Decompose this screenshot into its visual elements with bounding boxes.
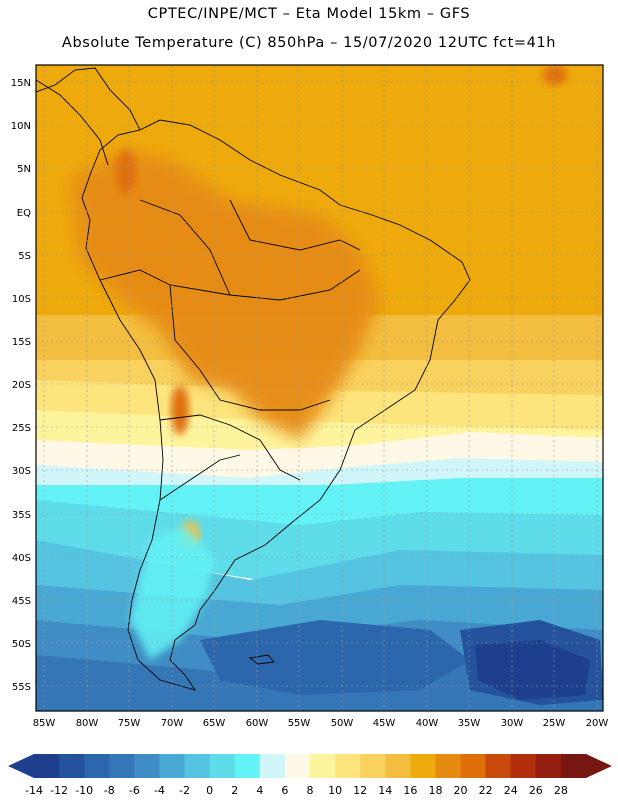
colorbar-label: 28 <box>554 784 568 797</box>
colorbar-swatch <box>234 754 261 778</box>
lat-label: 55S <box>12 682 31 693</box>
colorbar-swatch <box>335 754 361 778</box>
colorbar-swatch <box>209 754 236 778</box>
lat-label: EQ <box>17 208 31 219</box>
lon-label: 80W <box>76 718 99 729</box>
temperature-field <box>36 65 603 711</box>
colorbar-label: 6 <box>281 784 288 797</box>
colorbar-label: 20 <box>454 784 468 797</box>
map-subtitle: Absolute Temperature (C) 850hPa – 15/07/… <box>61 35 557 51</box>
colorbar-swatch <box>159 754 186 778</box>
lat-label: 30S <box>12 466 31 477</box>
colorbar-label: 24 <box>504 784 518 797</box>
lat-label: 20S <box>12 380 31 391</box>
lon-label: 70W <box>161 718 184 729</box>
colorbar-swatch <box>259 754 286 778</box>
colorbar-swatch <box>510 754 537 778</box>
colorbar-swatch <box>310 754 336 778</box>
colorbar-swatch <box>485 754 512 778</box>
lon-label: 65W <box>203 718 226 729</box>
lat-label: 5S <box>18 251 31 262</box>
colorbar-swatch <box>59 754 85 778</box>
lat-label: 50S <box>12 639 31 650</box>
lon-label: 20W <box>586 718 609 729</box>
lat-label: 15N <box>11 78 31 89</box>
colorbar-swatch <box>109 754 135 778</box>
colorbar <box>8 754 612 778</box>
lon-label: 45W <box>373 718 396 729</box>
colorbar-low-arrow <box>8 754 34 778</box>
colorbar-swatch <box>535 754 562 778</box>
lat-label: 25S <box>12 423 31 434</box>
colorbar-swatch <box>184 754 211 778</box>
colorbar-label: 10 <box>328 784 342 797</box>
lat-label: 15S <box>12 337 31 348</box>
colorbar-labels: -14 -12 -10 -8 -6 -4 -2 0 2 4 6 8 10 12 14 16 18 20 22 24 26… <box>25 784 568 797</box>
lat-label: 10N <box>11 121 31 132</box>
lat-label: 10S <box>12 294 31 305</box>
colorbar-label: -10 <box>75 784 93 797</box>
lon-label: 50W <box>331 718 354 729</box>
colorbar-label: 12 <box>353 784 367 797</box>
colorbar-swatch <box>385 754 411 778</box>
colorbar-label: 2 <box>231 784 238 797</box>
colorbar-swatch <box>284 754 311 778</box>
lon-label: 60W <box>246 718 269 729</box>
colorbar-label: -6 <box>129 784 140 797</box>
colorbar-label: 0 <box>206 784 213 797</box>
lon-label: 35W <box>458 718 481 729</box>
colorbar-swatch <box>410 754 436 778</box>
lat-label: 40S <box>12 553 31 564</box>
colorbar-label: -14 <box>25 784 43 797</box>
lon-label: 40W <box>416 718 439 729</box>
colorbar-label: 16 <box>403 784 417 797</box>
longitude-labels: 85W 80W 75W 70W 65W 60W 55W 50W 45W 40W … <box>33 718 609 729</box>
lon-label: 85W <box>33 718 56 729</box>
lat-label: 35S <box>12 510 31 521</box>
map-title: CPTEC/INPE/MCT – Eta Model 15km – GFS <box>147 6 471 22</box>
latitude-labels: 15N 10N 5N EQ 5S 10S 15S 20S 25S 30S 35S… <box>11 78 31 693</box>
lon-label: 30W <box>501 718 524 729</box>
colorbar-swatch <box>34 754 60 778</box>
colorbar-swatch <box>560 754 587 778</box>
colorbar-swatch <box>360 754 386 778</box>
coastline <box>36 67 471 691</box>
colorbar-label: 4 <box>256 784 263 797</box>
colorbar-swatch <box>435 754 462 778</box>
colorbar-label: -4 <box>154 784 165 797</box>
colorbar-high-arrow <box>586 754 612 778</box>
map-frame <box>35 64 604 712</box>
colorbar-swatch <box>84 754 110 778</box>
lon-label: 25W <box>543 718 566 729</box>
colorbar-label: -8 <box>104 784 115 797</box>
lon-label: 75W <box>118 718 141 729</box>
colorbar-label: 22 <box>479 784 493 797</box>
colorbar-label: 26 <box>529 784 543 797</box>
colorbar-label: 8 <box>307 784 314 797</box>
lat-label: 5N <box>17 164 31 175</box>
colorbar-label: 18 <box>428 784 442 797</box>
lon-label: 55W <box>288 718 311 729</box>
colorbar-label: 14 <box>378 784 392 797</box>
colorbar-label: -12 <box>50 784 68 797</box>
lat-label: 45S <box>12 596 31 607</box>
colorbar-label: -2 <box>179 784 190 797</box>
colorbar-swatch <box>134 754 160 778</box>
colorbar-swatch <box>460 754 487 778</box>
